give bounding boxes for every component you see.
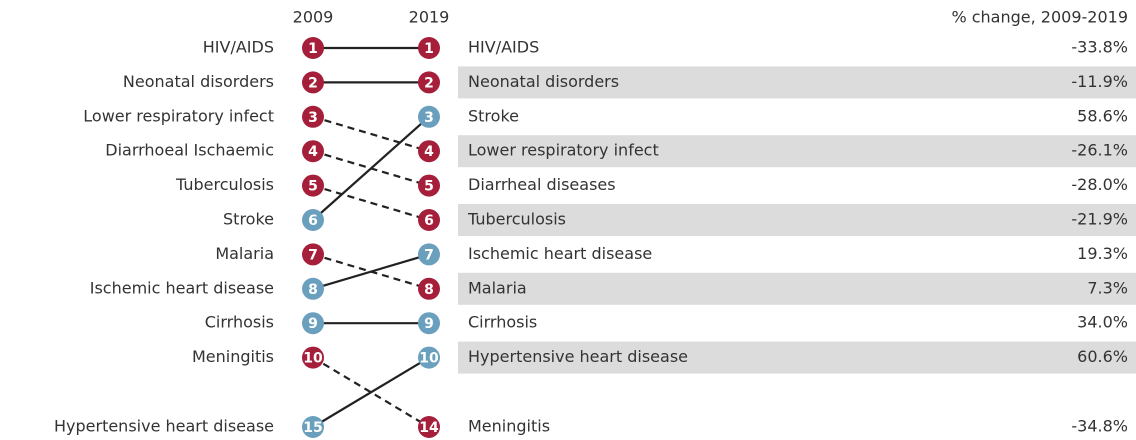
rank-circle (302, 37, 324, 59)
left-label: Neonatal disorders (123, 72, 274, 91)
right-label: Neonatal disorders (468, 72, 619, 91)
percent-change: -34.8% (1071, 417, 1128, 436)
left-label: Tuberculosis (175, 175, 274, 194)
left-label: Stroke (223, 210, 274, 229)
right-year: 2019 (409, 8, 450, 27)
rank-number: 3 (424, 110, 434, 126)
rank-number: 1 (308, 41, 318, 57)
rank-circle (302, 71, 324, 94)
rank-circle (302, 243, 324, 266)
rank-number: 2 (308, 75, 318, 91)
percent-change: 19.3% (1077, 244, 1128, 263)
percent-change: -11.9% (1071, 72, 1128, 91)
percent-change: -21.9% (1071, 210, 1128, 229)
rank-number: 9 (424, 316, 434, 332)
right-label: Cirrhosis (468, 313, 537, 332)
rank-number: 4 (424, 144, 434, 160)
row-stripe (458, 66, 1136, 99)
rank-number: 10 (419, 351, 439, 367)
rank-link (312, 115, 430, 221)
right-label: Tuberculosis (467, 210, 566, 229)
right-label: Diarrheal diseases (468, 175, 616, 194)
percent-change: 60.6% (1077, 347, 1128, 366)
rank-circle (302, 105, 324, 128)
percent-change: 58.6% (1077, 106, 1128, 125)
rank-number: 3 (308, 110, 318, 126)
rank-circle (302, 416, 324, 438)
percent-change: -26.1% (1071, 141, 1128, 160)
rank-number: 7 (424, 247, 434, 263)
rank-circle (418, 174, 440, 197)
rank-number: 5 (424, 179, 434, 195)
rank-number: 1 (424, 41, 434, 57)
row-stripe (458, 272, 1136, 305)
left-year: 2009 (293, 8, 334, 27)
rank-number: 14 (419, 420, 439, 436)
change-title: % change, 2009-2019 (951, 8, 1128, 27)
right-label: Stroke (468, 106, 519, 125)
rank-number: 4 (308, 144, 318, 160)
rank-circle (418, 346, 440, 369)
rank-circle (418, 105, 440, 128)
left-label: Cirrhosis (205, 313, 274, 332)
rank-number: 8 (308, 282, 318, 298)
rank-number: 5 (308, 179, 318, 195)
left-label: Diarrhoeal Ischaemic (105, 141, 274, 160)
rank-circle (418, 243, 440, 266)
rank-circle (418, 209, 440, 231)
rank-circle (418, 277, 440, 300)
row-stripe (458, 341, 1136, 374)
rank-number: 8 (424, 282, 434, 298)
left-label: Meningitis (192, 347, 274, 366)
percent-change: 7.3% (1087, 278, 1128, 297)
right-label: Meningitis (468, 417, 550, 436)
left-label: Lower respiratory infect (83, 106, 274, 125)
rank-link (312, 115, 430, 153)
left-label: HIV/AIDS (203, 38, 274, 57)
rank-circle (418, 71, 440, 94)
rank-number: 9 (308, 316, 318, 332)
right-label: Lower respiratory infect (468, 141, 659, 160)
rank-circle (302, 140, 324, 163)
left-label: Malaria (215, 244, 274, 263)
left-label: Ischemic heart disease (90, 278, 274, 297)
rank-circle (418, 312, 440, 335)
rank-link (312, 184, 430, 222)
percent-change: 34.0% (1077, 313, 1128, 332)
left-label: Hypertensive heart disease (54, 417, 274, 436)
rank-number: 2 (424, 75, 434, 91)
rank-circle (418, 140, 440, 163)
rank-circle (302, 209, 324, 231)
percent-change: -33.8% (1071, 38, 1128, 57)
right-label: Ischemic heart disease (468, 244, 652, 263)
rank-circle (302, 174, 324, 197)
rank-circle (302, 312, 324, 335)
row-stripe (458, 135, 1136, 168)
rank-number: 7 (308, 247, 318, 263)
rank-circle (302, 346, 324, 369)
rank-link (312, 253, 430, 290)
rank-number: 15 (303, 420, 322, 436)
rank-link (312, 356, 430, 428)
row-stripe (458, 204, 1136, 236)
right-label: HIV/AIDS (468, 38, 539, 57)
rank-circle (418, 37, 440, 59)
rank-number: 10 (303, 351, 323, 367)
rank-number: 6 (308, 213, 318, 229)
right-label: Malaria (468, 278, 527, 297)
rank-circle (302, 277, 324, 300)
rank-circle (418, 416, 440, 438)
rank-number: 6 (424, 213, 434, 229)
right-label: Hypertensive heart disease (468, 347, 688, 366)
rank-link (312, 356, 430, 428)
percent-change: -28.0% (1071, 175, 1128, 194)
